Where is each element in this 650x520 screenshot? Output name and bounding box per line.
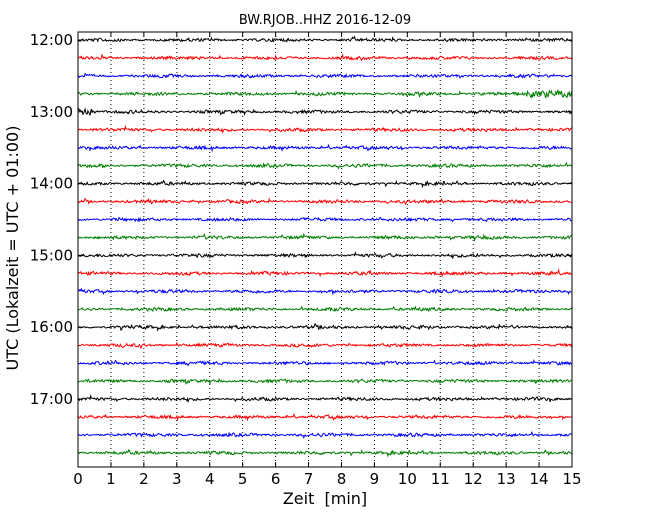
y-axis-label: UTC (Lokalzeit = UTC + 01:00)	[3, 126, 22, 371]
trace-14-15	[77, 197, 573, 206]
y-tick-label: 14:00	[30, 175, 73, 193]
chart-title: BW.RJOB..HHZ 2016-12-09	[239, 13, 411, 28]
trace-17-15	[77, 413, 573, 422]
x-axis-label: Zeit [min]	[283, 489, 367, 508]
x-tick-label: 8	[337, 470, 347, 488]
trace-15-30	[78, 287, 573, 296]
x-tick-label: 1	[106, 470, 116, 488]
x-tick-label: 11	[431, 470, 450, 488]
x-tick-label: 2	[139, 470, 149, 488]
x-tick-label: 12	[464, 470, 483, 488]
x-tick-label: 6	[271, 470, 281, 488]
x-tick-label: 5	[238, 470, 248, 488]
x-tick-label: 7	[304, 470, 314, 488]
trace-17-45	[77, 448, 573, 458]
trace-17-00	[77, 393, 573, 404]
trace-12-45	[77, 89, 573, 99]
y-tick-label: 12:00	[30, 31, 73, 49]
trace-16-30	[77, 358, 573, 367]
traces-group	[77, 35, 573, 458]
trace-15-00	[78, 251, 573, 260]
y-tick-label: 15:00	[30, 246, 73, 264]
trace-16-45	[78, 377, 573, 386]
grid-lines	[110, 32, 540, 467]
trace-17-30	[77, 430, 573, 439]
x-tick-label: 0	[73, 470, 83, 488]
y-axis: 12:00 13:00 14:00 15:00 16:00 17:00	[30, 31, 572, 408]
trace-13-30	[77, 143, 573, 153]
x-tick-label: 9	[370, 470, 380, 488]
trace-14-30	[77, 216, 573, 223]
x-tick-label: 15	[562, 470, 581, 488]
trace-12-00	[77, 35, 573, 43]
x-tick-label: 14	[530, 470, 549, 488]
y-tick-label: 17:00	[30, 390, 73, 408]
trace-14-00	[77, 179, 573, 189]
x-tick-label: 3	[172, 470, 182, 488]
trace-15-45	[77, 305, 573, 313]
y-tick-label: 13:00	[30, 103, 73, 121]
trace-16-15	[77, 341, 573, 350]
trace-15-15	[77, 268, 573, 278]
trace-13-00	[78, 107, 573, 116]
trace-12-30	[77, 72, 573, 79]
trace-14-45	[77, 232, 573, 243]
plot-frame	[77, 31, 573, 468]
x-tick-label: 10	[398, 470, 417, 488]
y-tick-label: 16:00	[30, 318, 73, 336]
trace-12-15	[77, 53, 573, 62]
trace-16-00	[77, 322, 573, 332]
x-tick-label: 4	[205, 470, 215, 488]
x-tick-label: 13	[497, 470, 516, 488]
x-axis: 0 1 2 3 4 5 6 7 8 9 10 11 12 13 14 15	[73, 32, 582, 488]
trace-13-45	[77, 161, 573, 170]
trace-13-15	[77, 124, 573, 134]
